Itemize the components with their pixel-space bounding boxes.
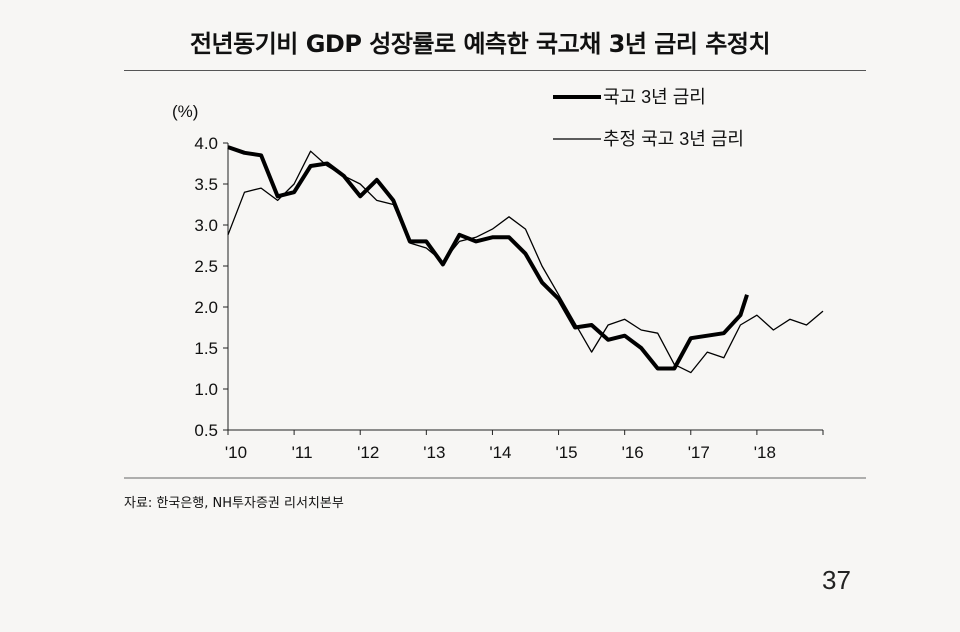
y-tick-label: 3.0 (194, 216, 218, 235)
y-axis-label: (%) (172, 102, 198, 121)
series-line-actual (227, 145, 749, 371)
x-tick-label: '15 (555, 443, 577, 462)
y-tick-label: 2.0 (194, 298, 218, 317)
source-note: 자료: 한국은행, NH투자증권 리서치본부 (124, 496, 344, 511)
x-tick-label: '12 (357, 443, 379, 462)
legend-label: 국고 3년 금리 (603, 87, 706, 107)
series-line-estimate (227, 150, 824, 374)
y-tick-label: 0.5 (194, 421, 218, 440)
title-divider (124, 70, 866, 71)
x-tick-label: '18 (754, 443, 776, 462)
y-tick-label: 1.0 (194, 380, 218, 399)
y-tick-label: 2.5 (194, 257, 218, 276)
x-tick-label: '14 (489, 443, 511, 462)
y-tick-label: 1.5 (194, 339, 218, 358)
legend-label: 추정 국고 3년 금리 (603, 129, 744, 149)
x-tick-label: '13 (423, 443, 445, 462)
page-title: 전년동기비 GDP 성장률로 예측한 국고채 3년 금리 추정치 (189, 30, 771, 58)
x-tick-label: '16 (622, 443, 644, 462)
x-tick-label: '10 (225, 443, 247, 462)
x-tick-label: '11 (292, 443, 313, 462)
chart-series (227, 145, 824, 374)
y-tick-label: 3.5 (194, 175, 218, 194)
x-tick-label: '17 (688, 443, 710, 462)
chart-axes: 4.0 3.5 3.0 2.5 2.0 1.5 1.0 0.5 (%) '10 '11 '12 '13 '… (124, 102, 866, 479)
y-tick-label: 4.0 (194, 134, 218, 153)
page-number: 37 (822, 565, 851, 595)
